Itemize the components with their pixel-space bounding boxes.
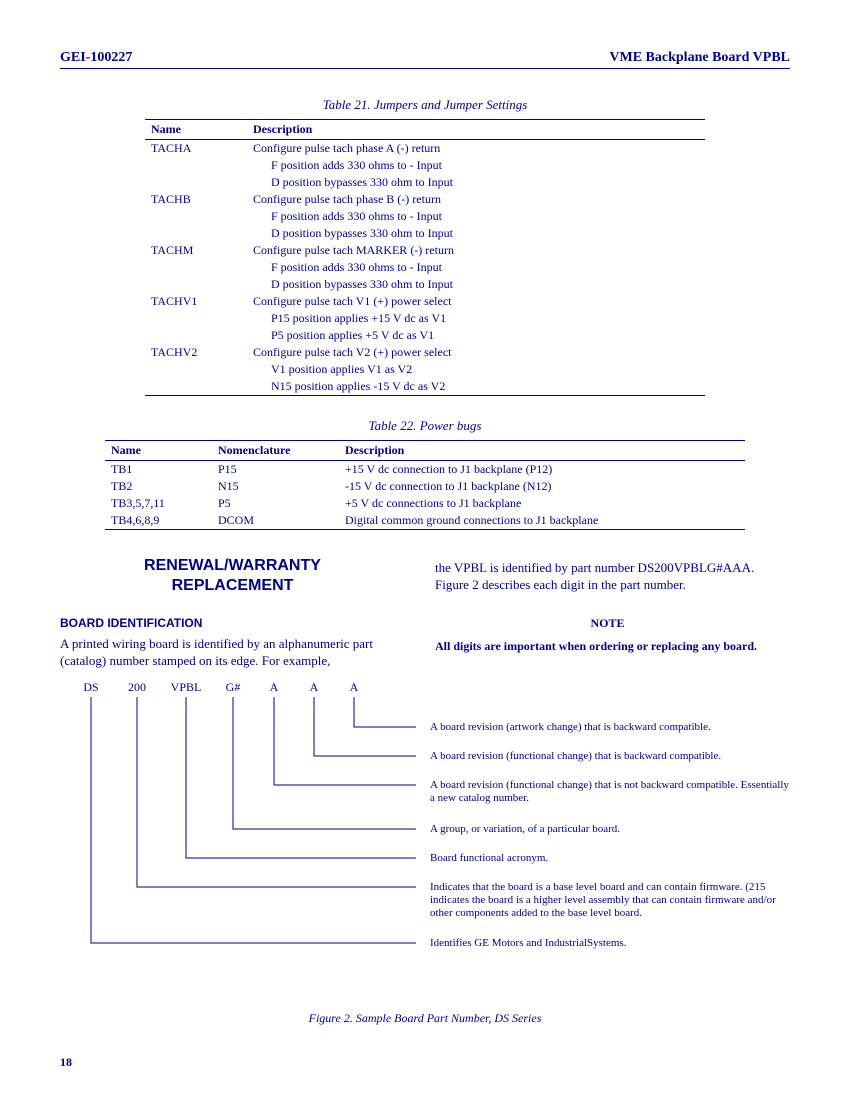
table-row-desc: Configure pulse tach phase B (-) return [247, 191, 705, 208]
table-row-name [145, 378, 247, 396]
note-heading: NOTE [435, 616, 780, 631]
table-row-name [145, 276, 247, 293]
para-right: the VPBL is identified by part number DS… [435, 560, 780, 594]
table-row-name [145, 259, 247, 276]
table-cell: TB3,5,7,11 [105, 495, 212, 512]
diagram-label: Board functional acronym. [430, 852, 790, 865]
table-row-name [145, 310, 247, 327]
table-cell: +15 V dc connection to J1 backplane (P12… [339, 461, 745, 479]
table-row-name [145, 174, 247, 191]
part-segment: A [254, 680, 294, 695]
table-row-name: TACHV2 [145, 344, 247, 361]
table-row-desc: D position bypasses 330 ohm to Input [247, 174, 705, 191]
table-row-desc: D position bypasses 330 ohm to Input [247, 276, 705, 293]
part-segment: VPBL [160, 680, 212, 695]
table-row-desc: Configure pulse tach V1 (+) power select [247, 293, 705, 310]
header-left: GEI-100227 [60, 50, 132, 66]
part-number-segments: DS200VPBLG#AAA [68, 680, 790, 695]
table-jumpers: Name Description TACHAConfigure pulse ta… [145, 119, 705, 396]
table-row-name [145, 361, 247, 378]
table-row-desc: P5 position applies +5 V dc as V1 [247, 327, 705, 344]
table-row-name [145, 208, 247, 225]
part-number-diagram: A board revision (artwork change) that i… [60, 697, 790, 1007]
t22-col-nom: Nomenclature [212, 441, 339, 461]
table-row-desc: F position adds 330 ohms to - Input [247, 157, 705, 174]
page-header: GEI-100227 VME Backplane Board VPBL [60, 50, 790, 69]
diagram-label: A group, or variation, of a particular b… [430, 823, 790, 836]
table-row-desc: F position adds 330 ohms to - Input [247, 208, 705, 225]
para-left: A printed wiring board is identified by … [60, 636, 405, 670]
figure2-caption: Figure 2. Sample Board Part Number, DS S… [60, 1011, 790, 1026]
table-cell: P5 [212, 495, 339, 512]
t22-col-desc: Description [339, 441, 745, 461]
header-right: VME Backplane Board VPBL [609, 50, 790, 66]
diagram-label: Identifies GE Motors and IndustrialSyste… [430, 937, 790, 950]
part-segment: A [294, 680, 334, 695]
table-row-name [145, 327, 247, 344]
subheading-board-id: BOARD IDENTIFICATION [60, 616, 405, 630]
table-row-name [145, 225, 247, 242]
diagram-label: Indicates that the board is a base level… [430, 881, 790, 921]
table-cell: -15 V dc connection to J1 backplane (N12… [339, 478, 745, 495]
table-row-name: TACHM [145, 242, 247, 259]
table-row-name: TACHA [145, 140, 247, 158]
table-row-name: TACHV1 [145, 293, 247, 310]
diagram-label: A board revision (functional change) tha… [430, 779, 790, 805]
part-segment: DS [68, 680, 114, 695]
table-cell: TB1 [105, 461, 212, 479]
t22-col-name: Name [105, 441, 212, 461]
t21-col-desc: Description [247, 120, 705, 140]
note-text: All digits are important when ordering o… [435, 639, 780, 655]
section-heading: RENEWAL/WARRANTY REPLACEMENT [60, 556, 405, 596]
diagram-label: A board revision (artwork change) that i… [430, 721, 790, 734]
table-row-name [145, 157, 247, 174]
table21-caption: Table 21. Jumpers and Jumper Settings [60, 97, 790, 113]
part-segment: A [334, 680, 374, 695]
table-row-name: TACHB [145, 191, 247, 208]
table-row-desc: N15 position applies -15 V dc as V2 [247, 378, 705, 396]
table22-caption: Table 22. Power bugs [60, 418, 790, 434]
table-row-desc: P15 position applies +15 V dc as V1 [247, 310, 705, 327]
page-number: 18 [60, 1055, 72, 1070]
table-cell: N15 [212, 478, 339, 495]
t21-col-name: Name [145, 120, 247, 140]
table-row-desc: Configure pulse tach phase A (-) return [247, 140, 705, 158]
table-row-desc: Configure pulse tach MARKER (-) return [247, 242, 705, 259]
table-powerbugs: Name Nomenclature Description TB1P15+15 … [105, 440, 745, 530]
part-segment: G# [212, 680, 254, 695]
table-row-desc: Configure pulse tach V2 (+) power select [247, 344, 705, 361]
part-segment: 200 [114, 680, 160, 695]
table-cell: TB2 [105, 478, 212, 495]
table-cell: TB4,6,8,9 [105, 512, 212, 530]
table-row-desc: V1 position applies V1 as V2 [247, 361, 705, 378]
table-cell: +5 V dc connections to J1 backplane [339, 495, 745, 512]
diagram-label: A board revision (functional change) tha… [430, 750, 790, 763]
table-cell: DCOM [212, 512, 339, 530]
table-row-desc: D position bypasses 330 ohm to Input [247, 225, 705, 242]
table-cell: Digital common ground connections to J1 … [339, 512, 745, 530]
table-cell: P15 [212, 461, 339, 479]
table-row-desc: F position adds 330 ohms to - Input [247, 259, 705, 276]
